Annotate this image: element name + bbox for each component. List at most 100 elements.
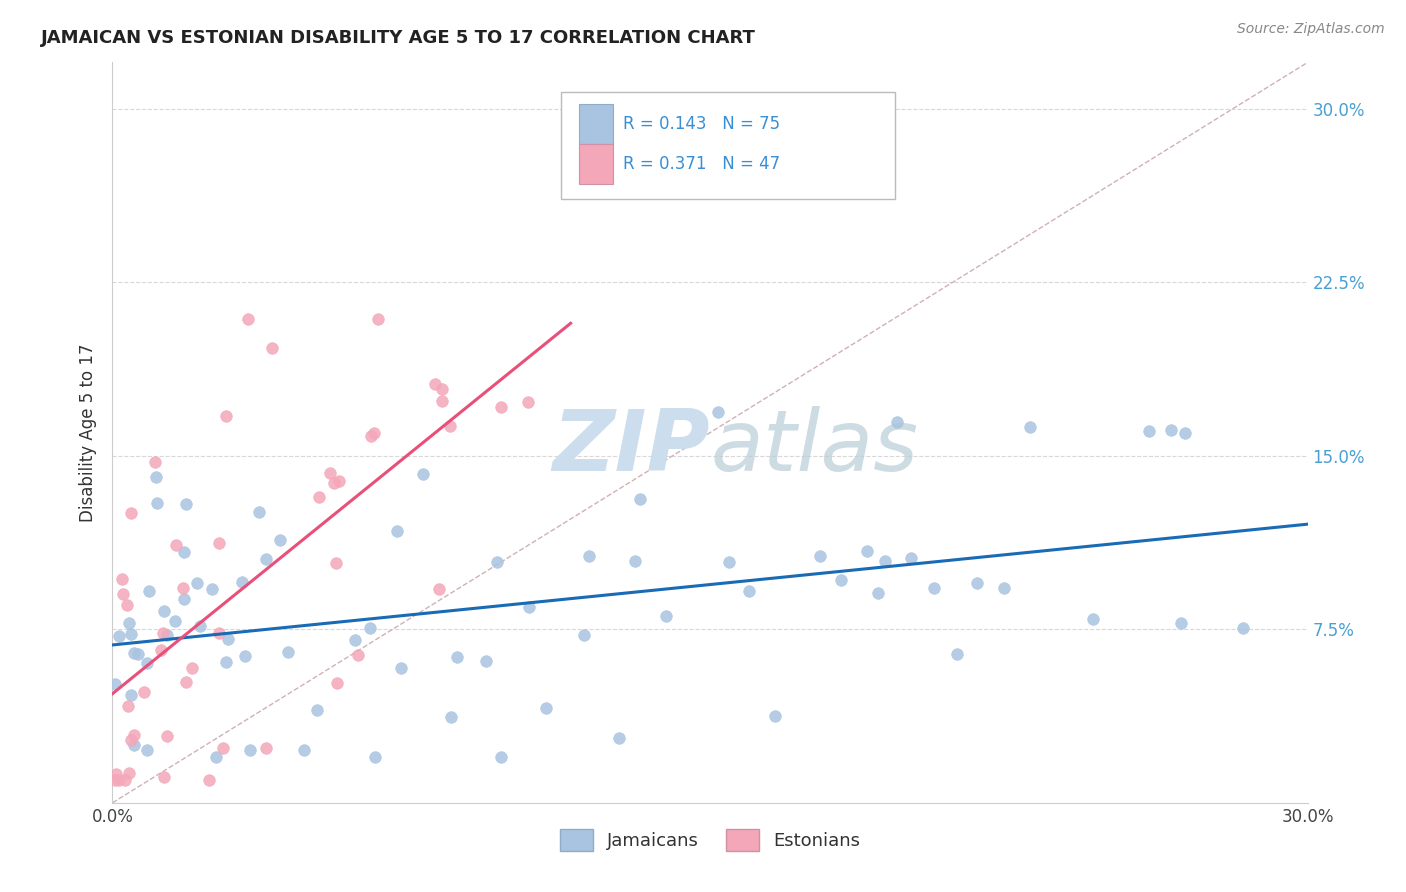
- Point: [875, 554, 897, 568]
- Point: [120, 506, 142, 520]
- Point: [156, 729, 179, 743]
- Point: [427, 582, 450, 596]
- FancyBboxPatch shape: [579, 144, 613, 184]
- Point: [856, 544, 879, 558]
- Point: [654, 609, 676, 624]
- Text: R = 0.371   N = 47: R = 0.371 N = 47: [623, 155, 780, 173]
- Point: [124, 738, 146, 752]
- Point: [1160, 423, 1182, 437]
- FancyBboxPatch shape: [579, 103, 613, 144]
- Point: [217, 632, 239, 647]
- Point: [886, 415, 908, 429]
- Point: [146, 496, 169, 510]
- Point: [717, 555, 740, 569]
- Point: [254, 740, 277, 755]
- Point: [152, 626, 174, 640]
- Point: [122, 646, 145, 660]
- Point: [176, 674, 198, 689]
- Point: [808, 549, 831, 564]
- Point: [292, 743, 315, 757]
- Legend: Jamaicans, Estonians: Jamaicans, Estonians: [551, 821, 869, 861]
- Point: [173, 545, 195, 559]
- Point: [738, 583, 761, 598]
- Point: [207, 626, 229, 640]
- Point: [574, 628, 596, 642]
- Point: [108, 772, 131, 787]
- Point: [149, 642, 172, 657]
- Point: [233, 649, 256, 664]
- Point: [108, 629, 131, 643]
- Point: [607, 731, 630, 745]
- Point: [120, 688, 142, 702]
- Point: [104, 766, 127, 780]
- Point: [174, 497, 197, 511]
- Point: [491, 749, 513, 764]
- Point: [215, 655, 238, 669]
- Point: [308, 491, 330, 505]
- Point: [966, 575, 988, 590]
- Point: [432, 393, 454, 408]
- Point: [900, 551, 922, 566]
- Point: [485, 555, 508, 569]
- Point: [363, 426, 385, 441]
- Point: [946, 647, 969, 661]
- Text: atlas: atlas: [710, 406, 918, 489]
- Point: [165, 615, 187, 629]
- Point: [325, 676, 347, 690]
- Point: [201, 582, 224, 596]
- Point: [624, 554, 647, 568]
- Point: [346, 648, 368, 663]
- Point: [153, 604, 176, 618]
- Point: [1137, 424, 1160, 438]
- Point: [205, 749, 228, 764]
- Point: [389, 661, 412, 675]
- Point: [231, 574, 253, 589]
- Point: [425, 376, 447, 391]
- Point: [305, 703, 328, 717]
- Point: [534, 701, 557, 715]
- Point: [188, 619, 211, 633]
- Point: [578, 549, 600, 564]
- Text: R = 0.143   N = 75: R = 0.143 N = 75: [623, 115, 780, 133]
- Point: [247, 505, 270, 519]
- Point: [924, 581, 946, 595]
- Point: [446, 649, 468, 664]
- Point: [517, 394, 540, 409]
- Point: [208, 535, 231, 549]
- Point: [117, 599, 139, 613]
- Point: [118, 615, 141, 630]
- Point: [343, 633, 366, 648]
- Point: [439, 418, 461, 433]
- Point: [269, 533, 291, 547]
- Point: [474, 654, 496, 668]
- Point: [360, 429, 382, 443]
- Point: [134, 684, 156, 698]
- Point: [215, 409, 238, 424]
- Point: [430, 382, 453, 396]
- Point: [630, 492, 652, 507]
- Point: [1232, 621, 1254, 635]
- Point: [440, 710, 463, 724]
- Point: [138, 583, 160, 598]
- Point: [212, 741, 235, 756]
- Point: [254, 551, 277, 566]
- Point: [112, 587, 135, 601]
- Point: [359, 620, 381, 634]
- Point: [117, 699, 139, 714]
- Point: [489, 400, 512, 414]
- Point: [111, 572, 134, 586]
- Y-axis label: Disability Age 5 to 17: Disability Age 5 to 17: [79, 343, 97, 522]
- Point: [260, 341, 283, 355]
- Point: [145, 470, 167, 484]
- Point: [136, 656, 159, 670]
- Point: [1170, 616, 1192, 631]
- FancyBboxPatch shape: [561, 92, 896, 200]
- Point: [127, 647, 149, 661]
- Point: [153, 770, 176, 784]
- Point: [104, 677, 127, 691]
- Point: [367, 311, 389, 326]
- Point: [136, 743, 159, 757]
- Point: [1174, 425, 1197, 440]
- Point: [517, 600, 540, 615]
- Point: [198, 772, 221, 787]
